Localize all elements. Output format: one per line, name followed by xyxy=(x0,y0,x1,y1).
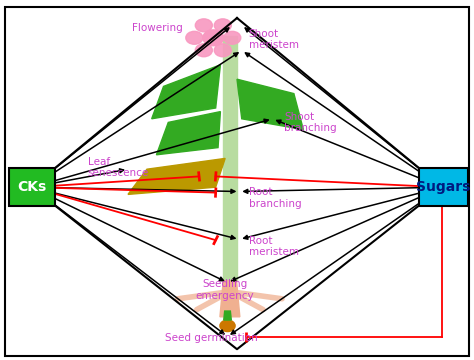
Circle shape xyxy=(186,31,203,44)
Circle shape xyxy=(203,30,224,46)
Polygon shape xyxy=(220,281,240,317)
Text: Root
meristem: Root meristem xyxy=(249,236,299,257)
Circle shape xyxy=(224,31,241,44)
Polygon shape xyxy=(156,112,220,155)
Polygon shape xyxy=(128,158,225,194)
Text: CKs: CKs xyxy=(18,180,46,194)
Text: Shoot
branching: Shoot branching xyxy=(284,112,337,133)
Text: Seed germination: Seed germination xyxy=(164,333,257,343)
Polygon shape xyxy=(223,36,237,281)
Circle shape xyxy=(214,19,231,32)
Circle shape xyxy=(195,44,212,57)
Circle shape xyxy=(214,44,231,57)
Circle shape xyxy=(220,320,235,332)
Polygon shape xyxy=(152,65,220,119)
Text: Seedling
emergency: Seedling emergency xyxy=(196,279,255,301)
FancyBboxPatch shape xyxy=(9,168,55,206)
Polygon shape xyxy=(237,79,303,130)
Text: Sugars: Sugars xyxy=(416,180,470,194)
Text: Flowering: Flowering xyxy=(132,23,182,33)
Circle shape xyxy=(195,19,212,32)
Polygon shape xyxy=(224,311,231,320)
FancyBboxPatch shape xyxy=(419,168,468,206)
Text: Shoot
meristem: Shoot meristem xyxy=(249,29,299,50)
Text: Leaf
senescence: Leaf senescence xyxy=(88,157,149,178)
Text: Root
branching: Root branching xyxy=(249,187,301,209)
